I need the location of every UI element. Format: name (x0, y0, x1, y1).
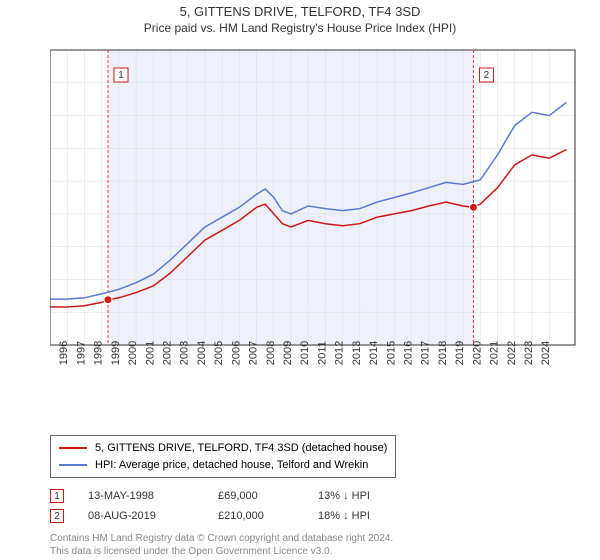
legend-and-footer: 5, GITTENS DRIVE, TELFORD, TF4 3SD (deta… (50, 435, 580, 558)
sales-table: 1 13-MAY-1998£69,00013% ↓ HPI 2 08-AUG-2019… (50, 486, 580, 526)
x-tick-label: 2003 (179, 341, 191, 365)
chart-container: { "title": { "line1": "5, GITTENS DRIVE,… (0, 0, 600, 560)
x-tick-label: 2008 (265, 341, 277, 365)
sales-price: £210,000 (218, 510, 318, 522)
legend-frame: 5, GITTENS DRIVE, TELFORD, TF4 3SD (deta… (50, 435, 396, 478)
legend-swatch (59, 447, 87, 449)
x-tick-label: 2021 (489, 341, 501, 365)
x-tick-label: 2024 (540, 341, 552, 365)
title-block: 5, GITTENS DRIVE, TELFORD, TF4 3SD Price… (0, 0, 600, 36)
footer-line1: Contains HM Land Registry data © Crown c… (50, 532, 580, 545)
x-tick-label: 2004 (196, 341, 208, 365)
x-tick-label: 2016 (402, 341, 414, 365)
x-tick-label: 2000 (127, 341, 139, 365)
sales-row: 2 08-AUG-2019£210,00018% ↓ HPI (50, 506, 580, 526)
legend-swatch (59, 464, 87, 466)
x-tick-label: 2013 (351, 341, 363, 365)
x-tick-label: 2023 (523, 341, 535, 365)
legend-label: 5, GITTENS DRIVE, TELFORD, TF4 3SD (deta… (95, 440, 387, 457)
x-tick-label: 2015 (385, 341, 397, 365)
x-tick-label: 2022 (506, 341, 518, 365)
x-tick-label: 2020 (471, 341, 483, 365)
shaded-region (108, 50, 473, 345)
x-tick-label: 2001 (144, 341, 156, 365)
x-tick-label: 2005 (213, 341, 225, 365)
x-tick-label: 1996 (58, 341, 70, 365)
sales-date: 08-AUG-2019 (88, 510, 218, 522)
x-tick-label: 2018 (437, 341, 449, 365)
footer-note: Contains HM Land Registry data © Crown c… (50, 532, 580, 558)
title-main: 5, GITTENS DRIVE, TELFORD, TF4 3SD (0, 4, 600, 21)
sales-price: £69,000 (218, 490, 318, 502)
sales-marker-box: 1 (50, 489, 64, 503)
x-tick-label: 2007 (248, 341, 260, 365)
x-tick-label: 1999 (110, 341, 122, 365)
sale-dot (469, 203, 477, 211)
x-tick-label: 2009 (282, 341, 294, 365)
x-tick-label: 1998 (93, 341, 105, 365)
legend-label: HPI: Average price, detached house, Telf… (95, 457, 368, 474)
x-tick-label: 2002 (161, 341, 173, 365)
sale-marker-number: 2 (484, 70, 490, 81)
x-tick-label: 2012 (334, 341, 346, 365)
x-tick-label: 2010 (299, 341, 311, 365)
sales-date: 13-MAY-1998 (88, 490, 218, 502)
sale-dot (104, 296, 112, 304)
chart-svg: £0£50K£100K£150K£200K£250K£300K£350K£400… (50, 45, 580, 390)
legend-row: 5, GITTENS DRIVE, TELFORD, TF4 3SD (deta… (59, 440, 387, 457)
title-sub: Price paid vs. HM Land Registry's House … (0, 21, 600, 37)
x-tick-label: 2006 (230, 341, 242, 365)
sales-diff: 13% ↓ HPI (318, 490, 418, 502)
footer-line2: This data is licensed under the Open Gov… (50, 545, 580, 558)
x-tick-label: 2019 (454, 341, 466, 365)
x-tick-label: 2014 (368, 341, 380, 365)
sales-marker-box: 2 (50, 509, 64, 523)
chart-area: £0£50K£100K£150K£200K£250K£300K£350K£400… (50, 45, 580, 390)
x-tick-label: 1997 (75, 341, 87, 365)
x-tick-label: 2017 (420, 341, 432, 365)
legend-row: HPI: Average price, detached house, Telf… (59, 457, 387, 474)
sales-diff: 18% ↓ HPI (318, 510, 418, 522)
sales-row: 1 13-MAY-1998£69,00013% ↓ HPI (50, 486, 580, 506)
sale-marker-number: 1 (118, 70, 124, 81)
